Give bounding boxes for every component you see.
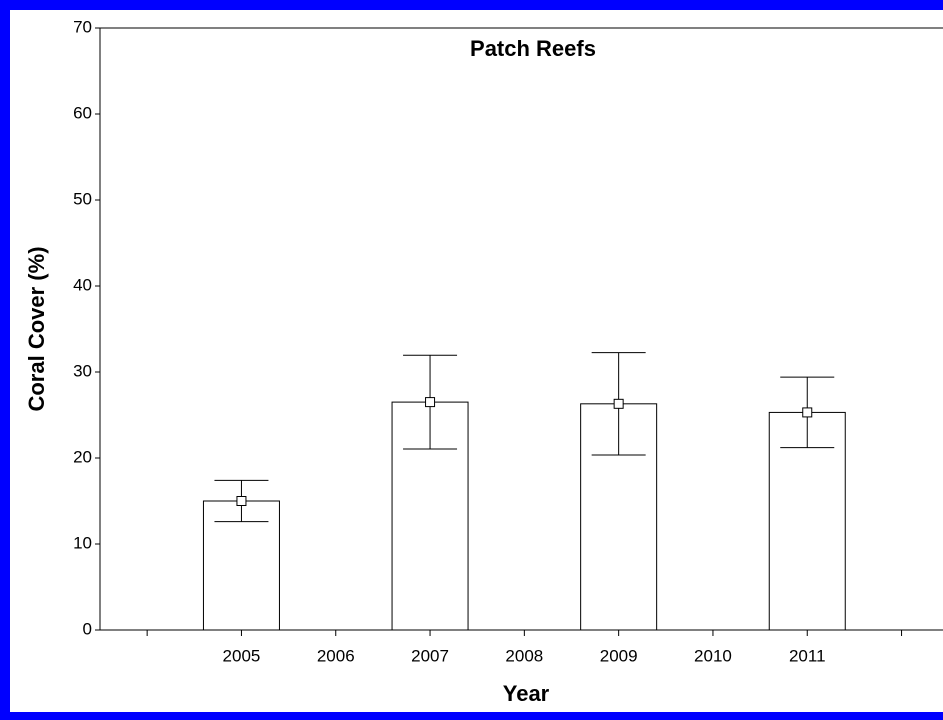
bar — [768, 411, 846, 631]
x-tick-label: 2006 — [317, 646, 355, 665]
mean-marker — [802, 407, 813, 418]
bar — [202, 500, 280, 631]
y-tick-label: 70 — [73, 17, 92, 36]
x-tick-label: 2011 — [789, 646, 826, 665]
x-tick-label: 2008 — [505, 646, 543, 665]
y-tick-label: 50 — [73, 189, 92, 208]
mean-marker — [236, 496, 247, 506]
y-tick-label: 60 — [73, 103, 92, 122]
chart-title: Patch Reefs — [470, 36, 596, 61]
mean-marker — [613, 398, 624, 409]
x-tick-label: 2005 — [223, 646, 261, 665]
y-tick-label: 20 — [73, 447, 92, 466]
y-tick-label: 40 — [73, 275, 92, 294]
y-tick-label: 30 — [73, 361, 92, 380]
x-tick-label: 2009 — [600, 646, 638, 665]
y-axis-label: Coral Cover (%) — [24, 246, 49, 411]
y-tick-label: 10 — [73, 533, 92, 552]
y-tick-label: 0 — [83, 619, 92, 638]
mean-marker — [425, 397, 436, 408]
x-axis-label: Year — [503, 681, 550, 706]
x-tick-label: 2007 — [411, 646, 449, 665]
x-tick-label: 2010 — [694, 646, 732, 665]
